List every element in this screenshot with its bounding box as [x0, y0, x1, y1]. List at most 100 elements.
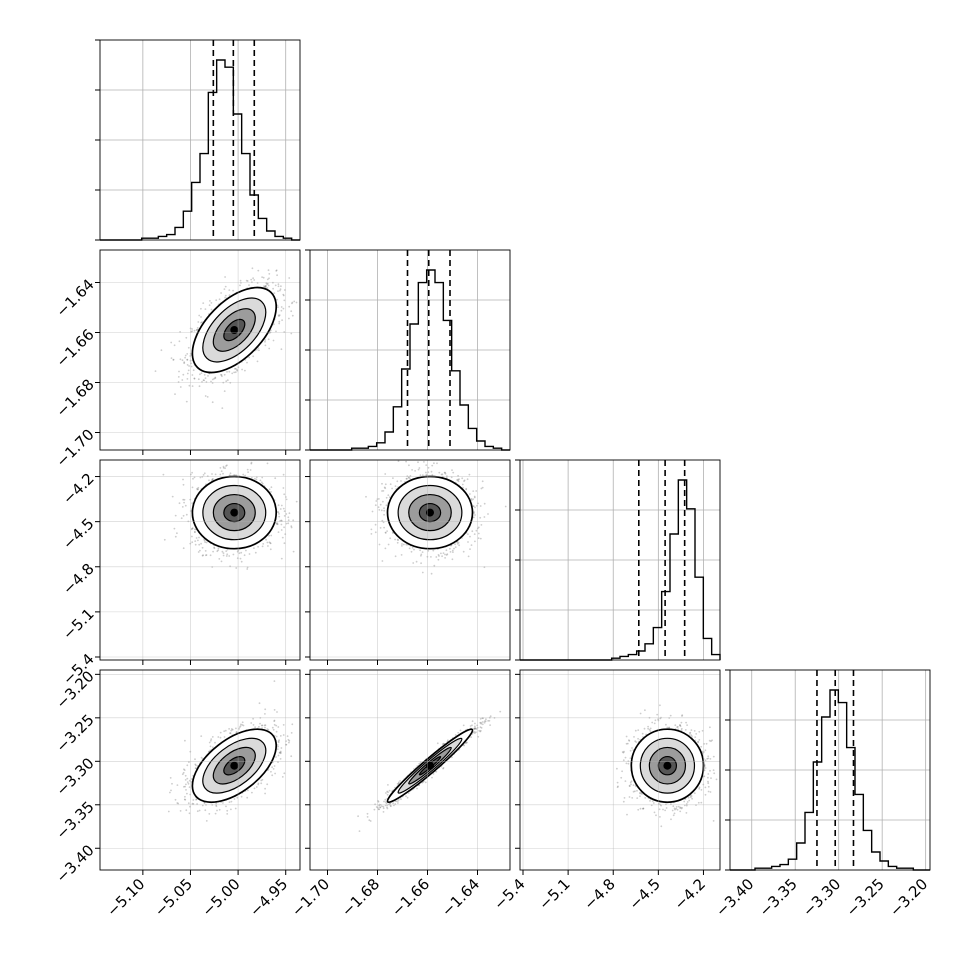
sample-point	[471, 530, 474, 533]
sample-point	[196, 487, 198, 490]
sample-point	[234, 367, 236, 370]
sample-point	[431, 464, 434, 467]
sample-point	[277, 511, 280, 514]
sample-point	[396, 480, 399, 483]
sample-point	[378, 509, 381, 511]
sample-point	[383, 509, 386, 512]
sample-point	[449, 551, 452, 553]
panel-2d-1-0	[95, 249, 301, 455]
sample-point	[276, 523, 278, 526]
sample-point	[215, 299, 218, 302]
sample-point	[234, 371, 237, 374]
sample-point	[224, 285, 227, 288]
sample-point	[185, 400, 188, 403]
sample-point	[278, 320, 281, 323]
sample-point	[481, 480, 484, 483]
sample-point	[197, 551, 200, 553]
sample-point	[262, 543, 265, 545]
sample-point	[445, 476, 448, 479]
sample-point	[267, 545, 269, 547]
sample-point	[480, 487, 483, 490]
sample-point	[383, 486, 386, 489]
sample-point	[280, 523, 283, 526]
sample-point	[180, 517, 183, 520]
sample-point	[251, 267, 254, 270]
sample-point	[444, 472, 447, 475]
sample-point	[226, 371, 228, 373]
histogram-step	[730, 689, 930, 871]
sample-point	[282, 307, 285, 310]
sample-point	[276, 298, 278, 301]
sample-point	[402, 543, 405, 546]
sample-point	[197, 486, 200, 489]
sample-point	[292, 519, 295, 522]
sample-point	[183, 362, 186, 365]
sample-point	[405, 460, 407, 463]
sample-point	[220, 470, 223, 473]
sample-point	[253, 547, 255, 549]
sample-point	[177, 376, 180, 378]
sample-point	[408, 547, 411, 550]
sample-point	[222, 467, 225, 469]
sample-point	[197, 321, 200, 323]
sample-point	[280, 557, 283, 560]
sample-point	[465, 487, 468, 490]
sample-point	[208, 304, 211, 307]
sample-point	[473, 495, 476, 498]
sample-point	[387, 494, 390, 497]
sample-point	[384, 532, 387, 534]
y-tick-label: −1.64	[52, 275, 97, 320]
sample-point	[179, 358, 182, 361]
sample-point	[216, 550, 219, 553]
sample-point	[191, 541, 194, 544]
sample-point	[281, 319, 283, 321]
sample-point	[252, 355, 255, 358]
sample-point	[446, 553, 449, 556]
sample-point	[275, 330, 277, 333]
sample-point	[277, 531, 280, 533]
sample-point	[442, 552, 445, 554]
sample-point	[266, 541, 269, 544]
sample-point	[418, 467, 421, 469]
sample-point	[222, 552, 225, 554]
sample-point	[396, 538, 399, 541]
sample-point	[200, 321, 202, 324]
sample-point	[433, 564, 436, 567]
sample-point	[194, 531, 196, 533]
sample-point	[268, 488, 271, 491]
sample-point	[211, 478, 214, 481]
sample-point	[280, 520, 283, 522]
sample-point	[300, 543, 302, 545]
sample-point	[191, 502, 194, 504]
sample-point	[411, 469, 413, 471]
sample-point	[303, 530, 305, 532]
panel-2d-2-1	[305, 459, 511, 665]
sample-point	[461, 477, 464, 480]
sample-point	[417, 461, 419, 464]
sample-point	[279, 289, 281, 292]
sample-point	[200, 307, 202, 310]
sample-point	[191, 330, 193, 333]
sample-point	[435, 556, 438, 558]
sample-point	[453, 547, 455, 550]
sample-point	[186, 358, 189, 361]
sample-point	[290, 525, 293, 528]
sample-point	[205, 554, 208, 556]
sample-point	[277, 504, 280, 507]
panel-2d-3-0	[95, 669, 301, 875]
sample-point	[264, 339, 267, 341]
sample-point	[384, 483, 387, 486]
sample-point	[191, 471, 193, 474]
sample-point	[377, 506, 380, 509]
sample-point	[183, 498, 186, 501]
sample-point	[261, 545, 264, 548]
sample-point	[409, 477, 411, 480]
sample-point	[210, 380, 212, 383]
histogram-step	[310, 269, 510, 451]
sample-point	[473, 496, 476, 499]
sample-point	[279, 508, 282, 510]
sample-point	[419, 549, 421, 552]
sample-point	[247, 471, 250, 473]
sample-point	[454, 546, 457, 548]
sample-point	[272, 287, 274, 290]
